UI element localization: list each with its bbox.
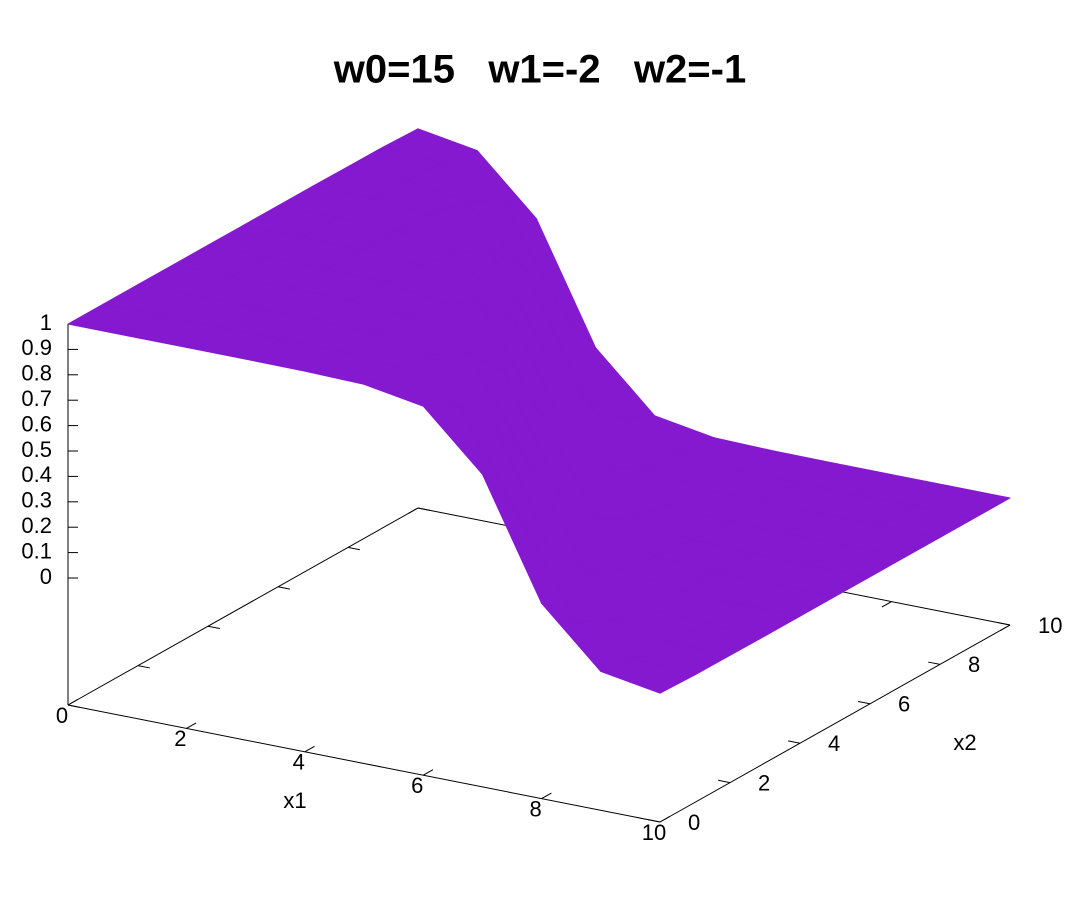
x-tick-label: 6 <box>411 773 423 798</box>
y-tick <box>137 665 150 669</box>
y-tick-label: 4 <box>828 731 840 756</box>
y-tick <box>347 546 360 551</box>
chart-title: w0=15 w1=-2 w2=-1 <box>333 48 746 92</box>
base-edge <box>67 507 419 706</box>
y-tick-label: 8 <box>968 652 980 677</box>
x-tick <box>186 722 197 729</box>
x-tick <box>407 507 419 514</box>
y-tick-label: 6 <box>898 692 910 717</box>
y-tick <box>417 507 430 511</box>
x-tick-label: 10 <box>642 820 666 845</box>
z-tick-label: 0.8 <box>21 361 52 386</box>
y-axis <box>659 624 1011 823</box>
y-tick-label: 2 <box>758 770 770 795</box>
x-tick <box>67 699 79 706</box>
x-tick-label: 8 <box>529 796 541 821</box>
x-tick <box>304 745 315 753</box>
z-tick-label: 0.4 <box>21 462 52 487</box>
x-tick <box>659 816 671 823</box>
x-tick <box>881 601 892 608</box>
z-tick-label: 0.1 <box>21 538 52 563</box>
y-tick <box>858 700 871 705</box>
x-tick-label: 2 <box>174 726 186 751</box>
surface-patch <box>600 658 696 694</box>
y-tick <box>788 740 801 744</box>
y-tick-label: 10 <box>1038 613 1062 638</box>
y-tick <box>928 661 941 665</box>
z-tick-label: 0.9 <box>21 335 52 360</box>
z-tick-label: 0.2 <box>21 513 52 538</box>
z-tick-label: 0.6 <box>21 411 52 436</box>
y-axis-label: x2 <box>953 730 976 755</box>
x-tick <box>541 792 552 800</box>
y-tick <box>67 704 80 708</box>
y-tick <box>648 819 661 823</box>
x-tick <box>422 769 434 776</box>
z-tick-label: 1 <box>40 310 52 335</box>
x-tick-label: 4 <box>293 750 305 775</box>
z-tick-label: 0.7 <box>21 386 52 411</box>
y-tick <box>207 625 220 630</box>
y-tick <box>998 622 1011 626</box>
y-tick <box>277 586 290 590</box>
z-tick-label: 0 <box>40 564 52 589</box>
y-tick <box>718 779 731 784</box>
x-tick <box>999 624 1011 631</box>
z-tick-label: 0.5 <box>21 437 52 462</box>
z-tick-label: 0.3 <box>21 488 52 513</box>
x-tick-label: 0 <box>56 703 68 728</box>
x-axis <box>67 704 661 823</box>
y-tick-label: 0 <box>688 810 700 835</box>
x-axis-label: x1 <box>283 788 306 813</box>
